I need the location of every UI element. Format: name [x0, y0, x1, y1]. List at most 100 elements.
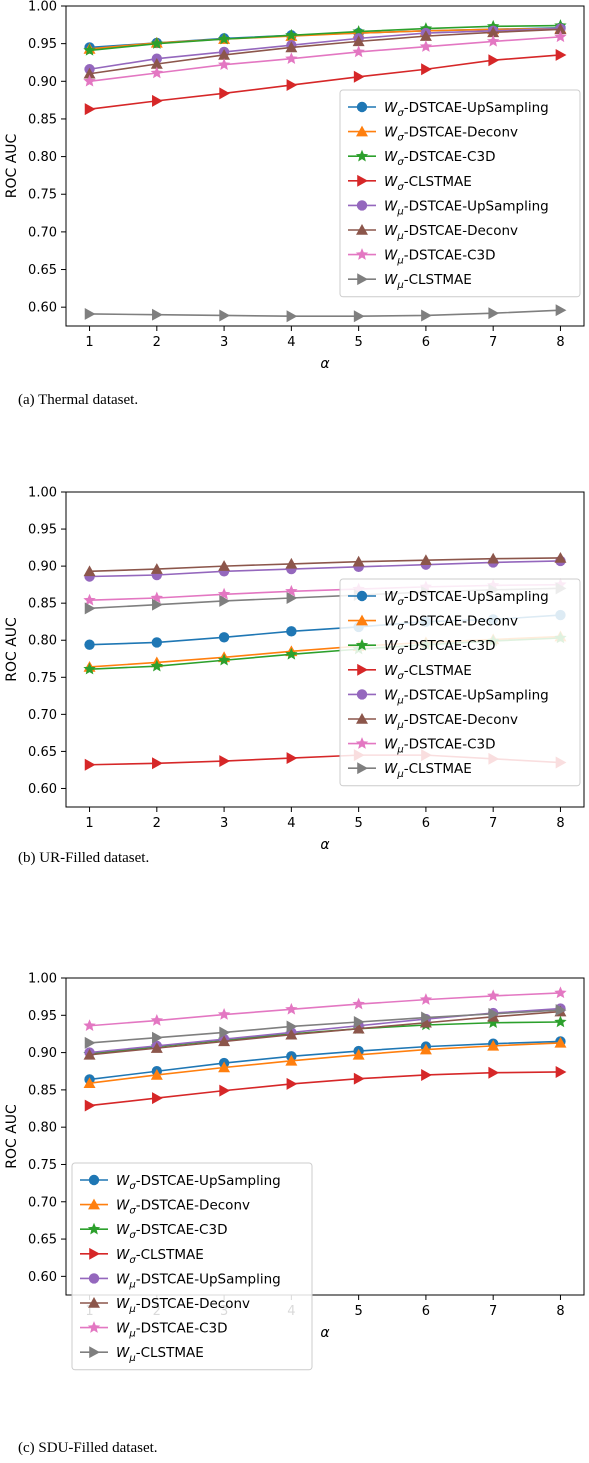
legend-label: Wμ-DSTCAE-UpSampling: [116, 1271, 281, 1290]
x-tick-label: 5: [354, 816, 362, 831]
data-point: [488, 1066, 500, 1079]
legend-label: Wμ-DSTCAE-C3D: [384, 737, 496, 756]
series-8: [84, 304, 567, 323]
y-tick-label: 1.00: [28, 972, 57, 987]
data-point: [219, 1084, 231, 1097]
legend-marker: [355, 638, 369, 651]
data-point: [285, 647, 298, 660]
legend-label: Wσ-DSTCAE-UpSampling: [384, 100, 549, 119]
data-point: [554, 23, 567, 35]
legend-marker: [89, 1346, 100, 1359]
data-point: [353, 310, 365, 323]
legend-label: Wμ-DSTCAE-C3D: [116, 1321, 228, 1340]
data-point: [487, 34, 500, 47]
series-line: [89, 36, 561, 83]
data-point: [352, 555, 365, 567]
data-point: [419, 30, 432, 41]
data-point: [152, 1092, 163, 1105]
data-point: [286, 79, 298, 92]
data-point: [555, 1004, 567, 1017]
legend-label: Wμ-CLSTMAE: [384, 761, 472, 780]
data-point: [419, 1016, 432, 1028]
series-line: [89, 309, 561, 318]
series-line: [89, 557, 561, 573]
data-point: [219, 87, 231, 100]
series-7: [83, 986, 567, 1031]
data-point: [555, 304, 567, 317]
data-point: [421, 63, 432, 76]
legend-label: Wμ-DSTCAE-Deconv: [116, 1296, 250, 1315]
data-point: [218, 1035, 231, 1047]
series-line: [89, 1009, 561, 1044]
legend-marker: [357, 273, 368, 286]
legend-marker: [88, 1297, 100, 1308]
x-tick-label: 4: [287, 335, 295, 350]
x-tick-label: 2: [153, 816, 161, 831]
data-point: [352, 1022, 365, 1034]
legend-label: Wμ-DSTCAE-Deconv: [384, 223, 518, 242]
data-point: [286, 310, 298, 323]
data-point: [83, 1019, 96, 1031]
series-line: [89, 1040, 561, 1081]
data-point: [83, 1048, 96, 1060]
y-axis-label: ROC AUC: [4, 133, 20, 198]
legend-marker: [357, 762, 368, 775]
legend-marker: [88, 1273, 100, 1284]
legend-label: Wσ-DSTCAE-UpSampling: [116, 1173, 281, 1192]
x-tick-label: 5: [354, 335, 362, 350]
x-tick-label: 1: [85, 335, 93, 350]
y-tick-label: 0.75: [28, 1158, 57, 1173]
legend-marker: [356, 200, 368, 211]
data-point: [217, 32, 231, 45]
legend: Wσ-DSTCAE-UpSampling Wσ-DSTCAE-Deconv Wσ-D…: [339, 89, 581, 298]
legend-marker: [356, 224, 368, 235]
y-tick-label: 0.90: [28, 1046, 57, 1061]
legend-label: Wσ-DSTCAE-Deconv: [384, 614, 518, 633]
legend-label: Wμ-DSTCAE-UpSampling: [384, 687, 549, 706]
data-point: [84, 1036, 96, 1049]
legend-marker: [89, 1247, 100, 1260]
data-point: [83, 593, 96, 606]
x-tick-label: 6: [422, 1304, 430, 1319]
legend-marker: [356, 101, 368, 113]
series-4: [84, 1066, 567, 1112]
data-point: [554, 551, 567, 563]
x-axis-label: α: [320, 837, 330, 853]
y-tick-label: 0.60: [28, 301, 57, 316]
data-point: [286, 592, 298, 604]
y-tick-label: 0.70: [28, 1195, 57, 1210]
data-point: [487, 26, 500, 38]
data-point: [487, 1016, 500, 1029]
data-point: [487, 552, 500, 564]
data-point: [285, 1028, 298, 1040]
legend-marker: [356, 590, 368, 602]
data-point: [555, 1066, 567, 1078]
x-tick-label: 8: [556, 816, 564, 831]
y-tick-label: 0.65: [28, 1233, 57, 1248]
legend-label: Wμ-CLSTMAE: [116, 1345, 204, 1364]
y-tick-label: 0.85: [28, 597, 57, 612]
data-point: [352, 997, 365, 1010]
data-point: [217, 58, 231, 70]
data-point: [419, 993, 433, 1005]
x-tick-label: 8: [556, 1304, 564, 1319]
x-tick-label: 1: [85, 816, 93, 831]
series-line: [89, 1071, 561, 1107]
series-line: [89, 54, 561, 110]
data-point: [285, 28, 298, 41]
series-line: [89, 24, 561, 52]
data-point: [554, 1036, 567, 1048]
data-point: [487, 1039, 500, 1051]
data-point: [286, 752, 298, 765]
data-point: [83, 74, 96, 87]
y-tick-label: 0.85: [28, 112, 57, 127]
data-point: [84, 602, 96, 615]
legend-marker: [355, 248, 369, 260]
y-tick-label: 0.95: [28, 1009, 57, 1024]
data-point: [353, 1016, 365, 1028]
legend: Wσ-DSTCAE-UpSampling Wσ-DSTCAE-Deconv Wσ-D…: [71, 1162, 313, 1371]
y-tick-label: 0.80: [28, 150, 57, 165]
figure-caption: (c) SDU-Filled dataset.: [18, 1440, 158, 1456]
legend-marker: [355, 149, 369, 162]
data-point: [285, 1002, 298, 1015]
